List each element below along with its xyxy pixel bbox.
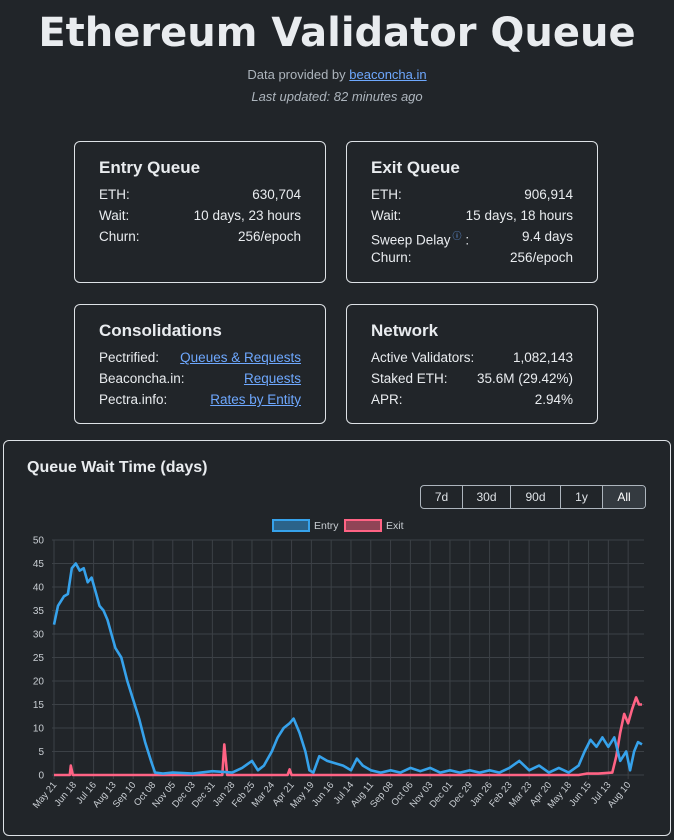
info-circle-icon[interactable]: ⓘ — [452, 231, 462, 241]
beaconchain-row: Beaconcha.in: Requests — [99, 368, 301, 389]
x-tick-label: Jun 15 — [567, 780, 594, 809]
y-tick-label: 30 — [33, 630, 45, 641]
y-tick-label: 10 — [33, 724, 45, 735]
legend-label-exit: Exit — [386, 520, 404, 532]
wait-time-chart-card: Queue Wait Time (days) 7d 30d 90d 1y All… — [3, 440, 671, 836]
x-tick-label: Jun 16 — [310, 780, 337, 809]
y-tick-label: 25 — [33, 653, 45, 664]
y-tick-label: 45 — [33, 559, 45, 570]
network-title: Network — [371, 321, 439, 340]
range-90d-button[interactable]: 90d — [511, 486, 561, 508]
y-tick-label: 40 — [33, 583, 45, 594]
legend-label-entry: Entry — [314, 520, 339, 532]
range-30d-button[interactable]: 30d — [463, 486, 511, 508]
series-line-entry — [52, 562, 643, 775]
apr-row: APR: 2.94% — [371, 392, 573, 407]
entry-churn-row: Churn: 256/epoch — [99, 229, 301, 244]
entry-queue-card: Entry Queue ETH: 630,704 Wait: 10 days, 23… — [74, 141, 326, 283]
exit-queue-card: Exit Queue ETH: 906,914 Wait: 15 days, 18 … — [346, 141, 598, 283]
last-updated: Last updated: 82 minutes ago — [251, 89, 423, 104]
entry-queue-title: Entry Queue — [99, 158, 201, 177]
queues-requests-link[interactable]: Queues & Requests — [180, 350, 301, 365]
series-line-exit — [54, 696, 642, 777]
legend-swatch-exit — [344, 519, 382, 532]
staked-eth-row: Staked ETH: 35.6M (29.42%) — [371, 371, 573, 386]
exit-eth-row: ETH: 906,914 — [371, 187, 573, 202]
active-validators-row: Active Validators: 1,082,143 — [371, 350, 573, 365]
provider-prefix: Data provided by — [247, 67, 350, 82]
chart-title: Queue Wait Time (days) — [27, 459, 208, 476]
y-tick-label: 20 — [33, 677, 45, 688]
x-tick-label: May 21 — [31, 780, 59, 811]
pectrified-row: Pectrified: Queues & Requests — [99, 347, 301, 368]
exit-churn-row: Churn: 256/epoch — [371, 250, 573, 265]
consolidations-title: Consolidations — [99, 321, 222, 340]
y-tick-label: 15 — [33, 700, 45, 711]
consolidations-card: Consolidations Pectrified: Queues & Reque… — [74, 304, 326, 424]
rates-by-entity-link[interactable]: Rates by Entity — [210, 392, 301, 407]
exit-sweep-row: Sweep Delay ⓘ :9.4 days — [371, 226, 573, 248]
y-tick-label: 5 — [38, 747, 44, 758]
range-7d-button[interactable]: 7d — [421, 486, 463, 508]
exit-queue-title: Exit Queue — [371, 158, 460, 177]
range-selector: 7d 30d 90d 1y All — [420, 485, 646, 509]
entry-eth-row: ETH: 630,704 — [99, 187, 301, 202]
entry-wait-row: Wait: 10 days, 23 hours — [99, 208, 301, 223]
network-card: Network Active Validators: 1,082,143 Stak… — [346, 304, 598, 424]
pectra-row: Pectra.info: Rates by Entity — [99, 389, 301, 410]
x-tick-label: Jun 18 — [52, 780, 79, 809]
y-tick-label: 50 — [33, 536, 45, 547]
y-tick-label: 0 — [38, 771, 44, 782]
range-all-button[interactable]: All — [603, 486, 645, 508]
y-tick-label: 35 — [33, 606, 45, 617]
data-provider-line: Data provided by beaconcha.in — [0, 67, 674, 82]
requests-link[interactable]: Requests — [243, 371, 301, 386]
exit-wait-row: Wait: 15 days, 18 hours — [371, 208, 573, 223]
beaconchain-link[interactable]: beaconcha.in — [349, 67, 427, 82]
range-1y-button[interactable]: 1y — [561, 486, 603, 508]
legend-swatch-entry — [272, 519, 310, 532]
page-title: Ethereum Validator Queue — [38, 10, 636, 56]
